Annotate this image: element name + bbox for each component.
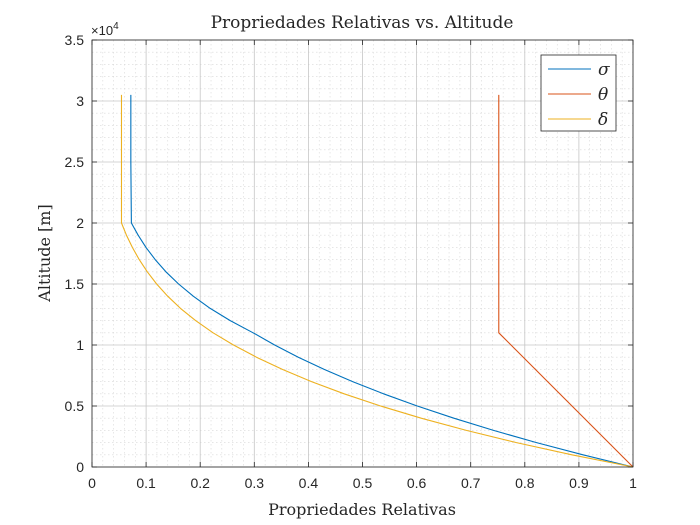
x-tick-label: 0.6 bbox=[407, 475, 427, 491]
y-axis-exponent: ×104 bbox=[91, 21, 119, 38]
x-tick-label: 0.4 bbox=[299, 475, 319, 491]
x-tick-label: 0.3 bbox=[245, 475, 265, 491]
series-line-2 bbox=[498, 94, 634, 468]
y-tick-label: 3.5 bbox=[65, 32, 85, 48]
x-tick-label: 0.8 bbox=[515, 475, 535, 491]
legend-label-2: θ bbox=[598, 85, 608, 105]
legend-label-1: σ bbox=[598, 60, 610, 80]
x-tick-label: 1 bbox=[629, 475, 637, 491]
y-tick-label: 1 bbox=[76, 337, 84, 353]
series-line-3 bbox=[120, 94, 634, 468]
x-tick-label: 0.9 bbox=[569, 475, 589, 491]
x-tick-label: 0.2 bbox=[190, 475, 210, 491]
y-tick-label: 3 bbox=[76, 93, 84, 109]
legend-box bbox=[540, 54, 617, 132]
y-tick-label: 0.5 bbox=[65, 398, 85, 414]
y-axis-label: Altitude [m] bbox=[35, 204, 54, 302]
x-tick-label: 0 bbox=[88, 475, 96, 491]
y-tick-label: 2 bbox=[76, 215, 84, 231]
y-tick-label: 1.5 bbox=[65, 276, 85, 292]
x-axis-label: Propriedades Relativas bbox=[268, 500, 456, 519]
chart-title: Propriedades Relativas vs. Altitude bbox=[211, 13, 514, 33]
legend-label-3: δ bbox=[598, 110, 608, 130]
x-tick-label: 0.1 bbox=[136, 475, 156, 491]
x-tick-label: 0.7 bbox=[461, 475, 481, 491]
series-line-1 bbox=[130, 94, 634, 468]
x-tick-label: 0.5 bbox=[353, 475, 373, 491]
y-tick-label: 2.5 bbox=[65, 154, 85, 170]
y-tick-label: 0 bbox=[76, 459, 84, 475]
